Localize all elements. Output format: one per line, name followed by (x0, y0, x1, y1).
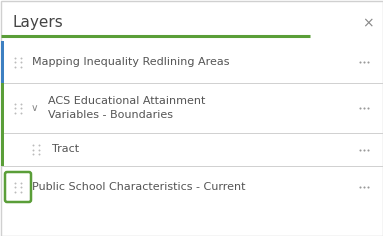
Text: ∨: ∨ (30, 103, 38, 113)
Bar (0, 83, 3, 133)
Text: Variables - Boundaries: Variables - Boundaries (48, 110, 173, 121)
Text: Mapping Inequality Redlining Areas: Mapping Inequality Redlining Areas (32, 57, 229, 67)
Text: Public School Characteristics - Current: Public School Characteristics - Current (32, 182, 246, 192)
Text: Tract: Tract (52, 144, 79, 155)
Bar (0, 41, 3, 83)
Text: Layers: Layers (12, 16, 63, 30)
Text: ACS Educational Attainment: ACS Educational Attainment (48, 96, 205, 105)
Bar (0, 133, 3, 166)
Text: ×: × (362, 16, 374, 30)
